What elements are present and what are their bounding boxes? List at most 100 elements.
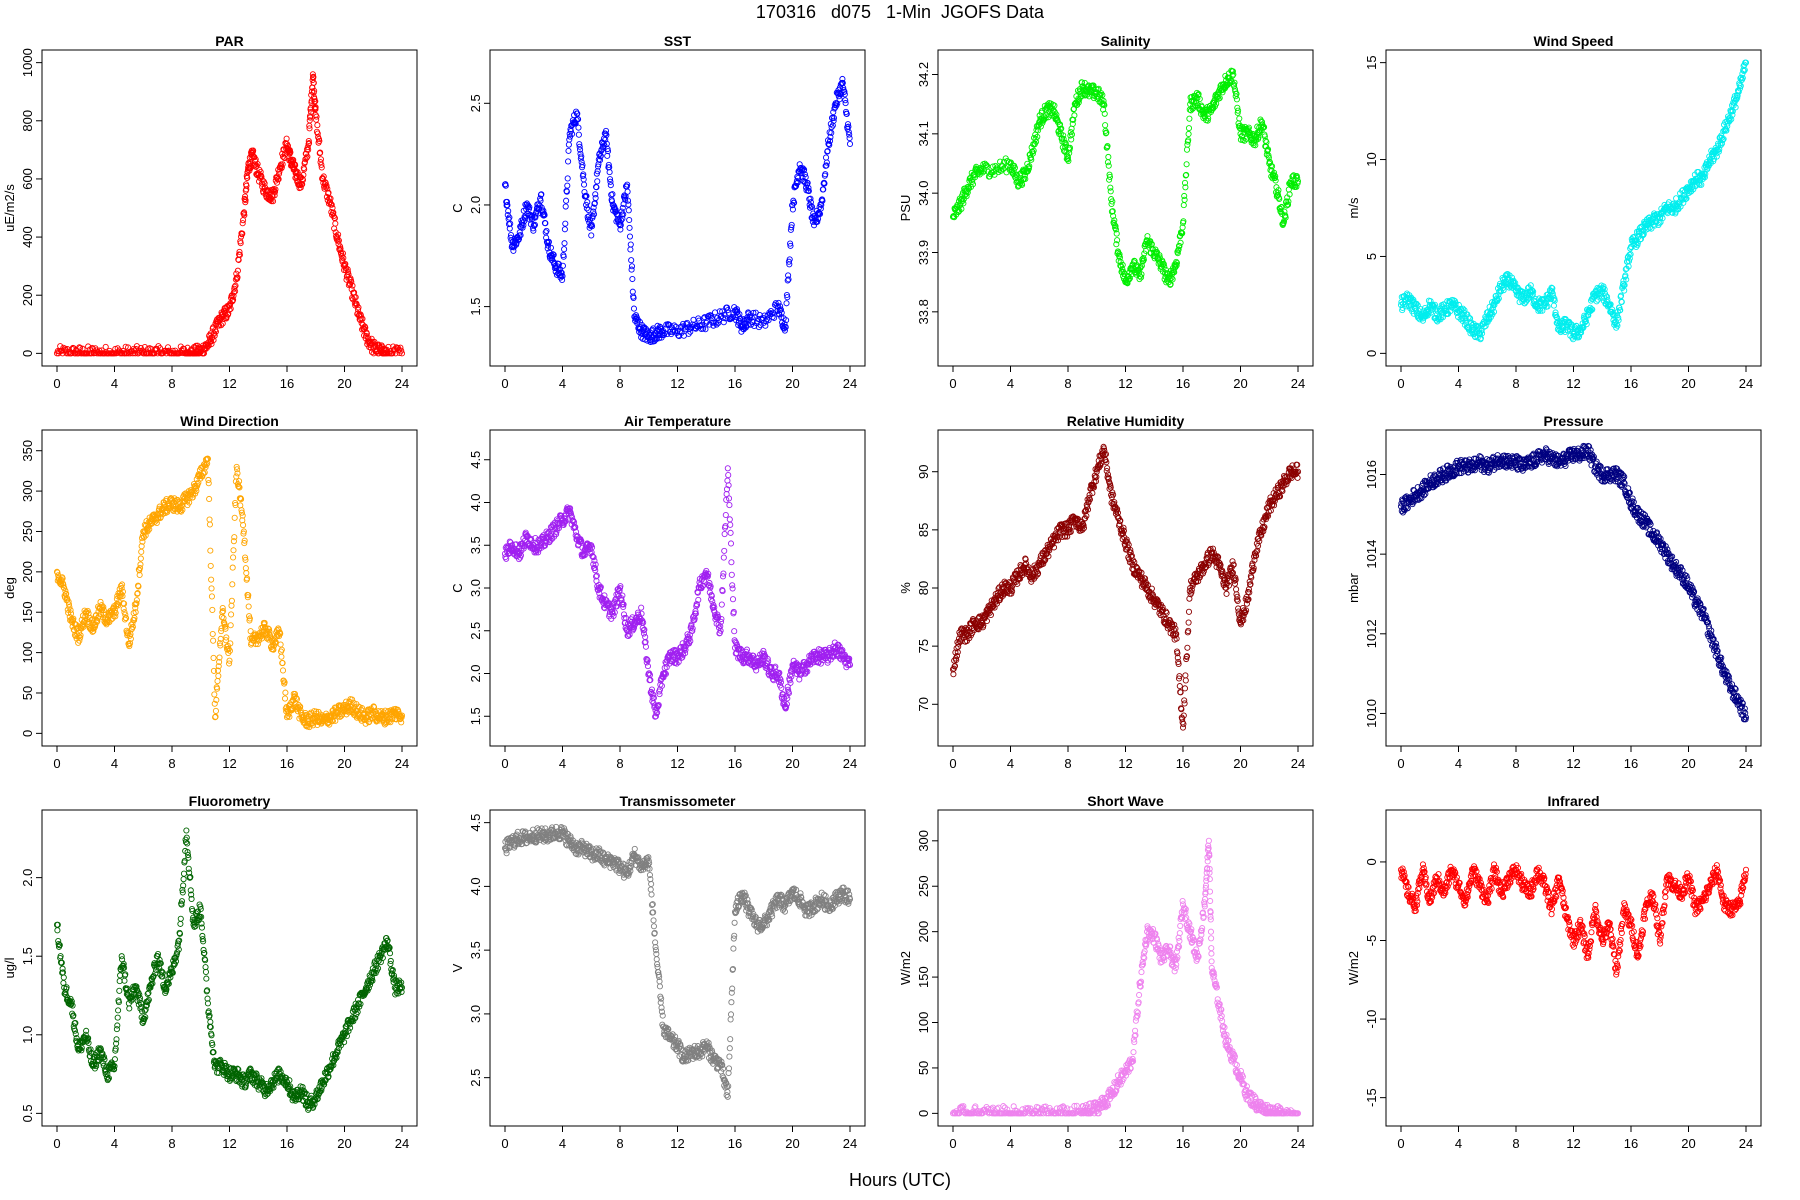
data-point (332, 220, 339, 227)
data-point (254, 160, 261, 168)
data-point (209, 630, 216, 638)
data-point (304, 144, 311, 151)
data-point (1181, 196, 1188, 203)
data-point (771, 314, 778, 321)
data-point (294, 168, 301, 176)
data-point (581, 181, 588, 188)
y-tick-label: 200 (20, 284, 35, 306)
data-point (543, 227, 550, 234)
y-axis-label: C (450, 583, 465, 592)
x-tick-label: 20 (1233, 376, 1247, 391)
data-point (325, 189, 332, 196)
data-point (576, 141, 583, 148)
data-point (621, 192, 628, 199)
data-point (278, 646, 285, 653)
x-tick-label: 24 (395, 756, 409, 771)
y-tick-label: 0 (20, 350, 35, 357)
data-point (1627, 245, 1634, 252)
data-point (1550, 302, 1557, 309)
data-point (627, 246, 634, 253)
data-point (720, 554, 727, 561)
plot-frame (489, 429, 866, 747)
y-tick-label: 350 (20, 440, 35, 462)
data-point (676, 328, 683, 335)
data-point (65, 349, 73, 356)
data-point (211, 691, 218, 698)
y-tick-label: 1.5 (468, 707, 483, 725)
data-point (593, 184, 600, 191)
data-point (537, 195, 544, 202)
y-axis-label: uE/m2/s (2, 184, 17, 232)
x-tick-label: 16 (1176, 376, 1190, 391)
y-axis-label: C (450, 203, 465, 212)
data-point (565, 147, 572, 154)
data-point (102, 343, 109, 350)
data-point (297, 184, 304, 191)
data-point (316, 137, 323, 145)
data-point (547, 244, 554, 251)
data-point (684, 319, 691, 326)
y-tick-label: 34.2 (916, 62, 931, 87)
x-tick-label: 24 (843, 376, 857, 391)
data-point (562, 203, 569, 210)
data-point (354, 310, 361, 317)
data-point (322, 180, 329, 187)
data-point (579, 162, 586, 169)
data-point (686, 325, 693, 333)
data-point (726, 502, 733, 509)
x-tick-label: 12 (670, 756, 684, 771)
data-point (138, 548, 145, 555)
data-point (230, 289, 237, 296)
data-point (212, 328, 219, 335)
data-point (626, 224, 633, 231)
data-point (245, 603, 252, 610)
data-point (726, 516, 733, 523)
data-point (343, 276, 350, 283)
data-point (619, 215, 626, 222)
data-point (327, 195, 334, 202)
x-tick-label: 0 (949, 376, 956, 391)
data-point (578, 153, 585, 160)
data-point (629, 288, 636, 295)
x-tick-label: 8 (1064, 376, 1071, 391)
data-point (271, 192, 278, 199)
data-point (212, 707, 219, 714)
data-point (585, 213, 592, 220)
data-point (537, 197, 544, 204)
data-point (565, 158, 572, 165)
data-point (515, 235, 523, 243)
panel-title: PAR (215, 33, 244, 49)
data-point (731, 628, 738, 635)
data-point (271, 188, 278, 195)
data-point (590, 208, 597, 215)
data-point (234, 274, 241, 281)
data-point (234, 267, 241, 274)
data-point (318, 161, 325, 168)
data-point (210, 654, 217, 661)
plot-frame (41, 49, 418, 367)
data-point (239, 220, 246, 227)
data-point (97, 598, 104, 605)
data-point (205, 480, 212, 487)
data-point (846, 135, 853, 142)
data-point (210, 637, 217, 644)
x-tick-label: 4 (559, 376, 566, 391)
data-point (630, 305, 638, 312)
series-points (53, 455, 406, 731)
data-point (529, 215, 536, 222)
data-point (1105, 162, 1112, 169)
data-point (561, 226, 568, 233)
data-point (606, 169, 613, 176)
data-point (372, 341, 379, 348)
data-point (607, 178, 614, 185)
data-point (275, 170, 283, 177)
y-tick-label: 150 (20, 601, 35, 623)
data-point (559, 262, 566, 269)
data-point (628, 266, 635, 273)
data-point (541, 212, 548, 219)
data-point (626, 216, 633, 224)
data-point (701, 314, 708, 321)
data-point (272, 186, 279, 193)
data-point (506, 214, 513, 221)
